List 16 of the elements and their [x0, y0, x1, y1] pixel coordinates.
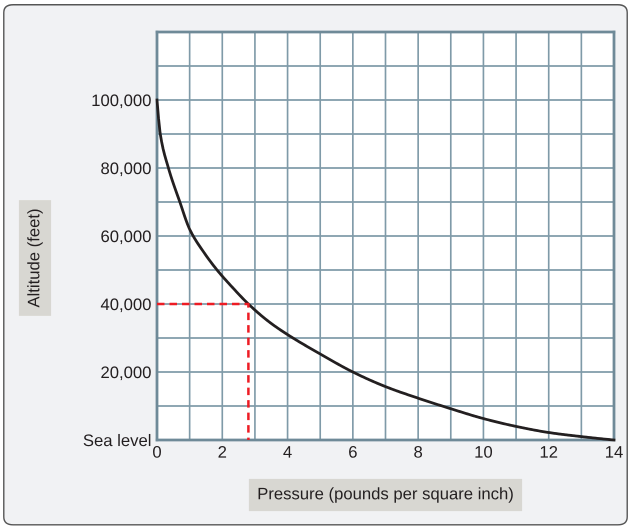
y-tick-label: 40,000: [100, 298, 151, 312]
x-tick-label: 4: [283, 446, 292, 458]
x-axis-title: Pressure (pounds per square inch): [258, 487, 513, 503]
x-tick-label: 14: [606, 446, 623, 458]
y-axis-title: Altitude (feet): [27, 209, 43, 308]
y-tick-label: 100,000: [92, 94, 151, 108]
x-tick-label: 8: [414, 446, 422, 458]
x-tick-label: 0: [153, 446, 161, 458]
y-tick-label: 80,000: [101, 162, 151, 176]
y-tick-label: 20,000: [101, 366, 151, 380]
x-tick-label: 10: [475, 446, 492, 458]
x-tick-label: 6: [349, 446, 357, 458]
y-tick-label: Sea level: [84, 434, 150, 446]
x-tick-label: 2: [218, 446, 226, 458]
y-tick-label: 60,000: [101, 230, 151, 244]
x-tick-label: 12: [540, 446, 558, 458]
